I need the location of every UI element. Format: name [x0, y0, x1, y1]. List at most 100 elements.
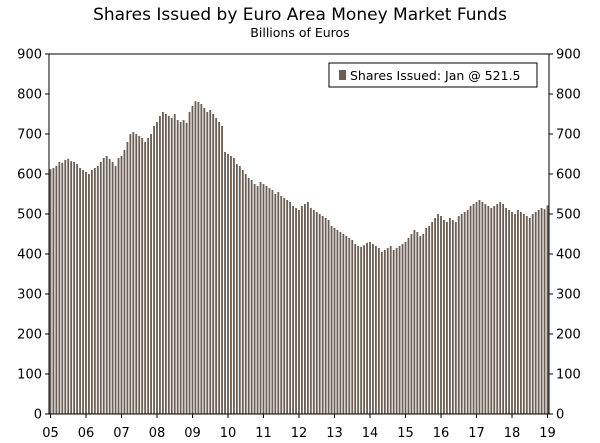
bar [392, 250, 395, 414]
x-tick-label: 05 [42, 426, 59, 441]
bar [295, 208, 297, 414]
bar [511, 212, 513, 414]
bar [150, 134, 152, 414]
legend-swatch [339, 70, 346, 80]
bar [499, 202, 502, 414]
bar [519, 212, 522, 414]
bar [428, 226, 431, 414]
bar [135, 134, 138, 414]
bar [262, 184, 265, 414]
bar [475, 202, 478, 414]
x-tick-label: 11 [255, 426, 272, 441]
bar [440, 216, 442, 414]
bar [250, 180, 253, 414]
x-tick-label: 14 [362, 426, 379, 441]
bar [164, 114, 167, 414]
bar [286, 200, 289, 414]
bar [90, 170, 93, 414]
bar [85, 172, 87, 414]
bar [528, 218, 531, 414]
chart-subtitle: Billions of Euros [250, 25, 349, 40]
bar [58, 162, 61, 414]
bar [454, 222, 457, 414]
bar [460, 214, 463, 414]
bar [298, 210, 300, 414]
legend: Shares Issued: Jan @ 521.5 [328, 62, 538, 88]
y-tick-label-right: 0 [556, 408, 564, 423]
bar [312, 210, 315, 414]
bar [448, 218, 451, 414]
bar [194, 101, 197, 414]
y-tick-label-left: 600 [17, 168, 42, 183]
bar [309, 208, 312, 414]
y-tick-label-left: 300 [17, 288, 42, 303]
bar [206, 112, 209, 414]
bar [413, 230, 416, 414]
y-tick-label-left: 800 [17, 88, 42, 103]
bar [271, 190, 274, 414]
bar [407, 238, 410, 414]
bar [212, 114, 215, 414]
y-tick-label-right: 300 [556, 288, 581, 303]
bar [230, 156, 232, 414]
bar [463, 212, 466, 414]
bar [531, 214, 534, 414]
bar [232, 158, 235, 414]
y-axis-left: 0 100 200 300 400 500 600 700 800 900 [17, 48, 49, 423]
bar [153, 126, 155, 414]
bar [64, 160, 67, 414]
bar [73, 162, 76, 414]
bar [514, 214, 516, 414]
bar [336, 230, 339, 414]
bar [537, 210, 540, 414]
x-tick-label: 09 [184, 426, 201, 441]
y-tick-label-left: 100 [17, 368, 42, 383]
bar [534, 212, 537, 414]
y-tick-label-left: 200 [17, 328, 42, 343]
x-tick-label: 08 [149, 426, 166, 441]
bar [99, 162, 102, 414]
y-tick-label-left: 400 [17, 248, 42, 263]
bar [138, 136, 141, 414]
bar [167, 116, 170, 414]
bar [354, 244, 357, 414]
bar [227, 154, 229, 414]
legend-box [328, 62, 538, 88]
bar-series [49, 101, 549, 415]
x-tick-label: 15 [397, 426, 414, 441]
bar [469, 206, 472, 414]
bar [546, 205, 549, 414]
bar [283, 198, 286, 414]
bar [451, 220, 454, 414]
x-tick-label: 06 [78, 426, 95, 441]
bar [345, 236, 348, 414]
bar [179, 122, 182, 414]
bar [161, 112, 164, 414]
bar [253, 184, 256, 414]
bar [61, 162, 64, 414]
bar [410, 234, 413, 414]
bar [437, 214, 439, 414]
bar [156, 122, 158, 414]
bar [197, 102, 200, 414]
bar [144, 142, 147, 414]
bar [386, 248, 389, 414]
bar [132, 132, 135, 414]
bar [369, 242, 371, 414]
bar [93, 168, 96, 414]
bar [416, 232, 419, 414]
bar [188, 112, 191, 414]
bar [79, 168, 81, 414]
bar [191, 106, 194, 414]
bar [522, 214, 525, 414]
bar [235, 164, 238, 414]
bar [321, 216, 324, 414]
bar [377, 248, 380, 414]
bar [88, 174, 90, 414]
bar [306, 202, 309, 414]
bar [241, 170, 244, 414]
bar [481, 202, 484, 414]
bar [380, 252, 383, 414]
x-tick-label: 12 [291, 426, 308, 441]
